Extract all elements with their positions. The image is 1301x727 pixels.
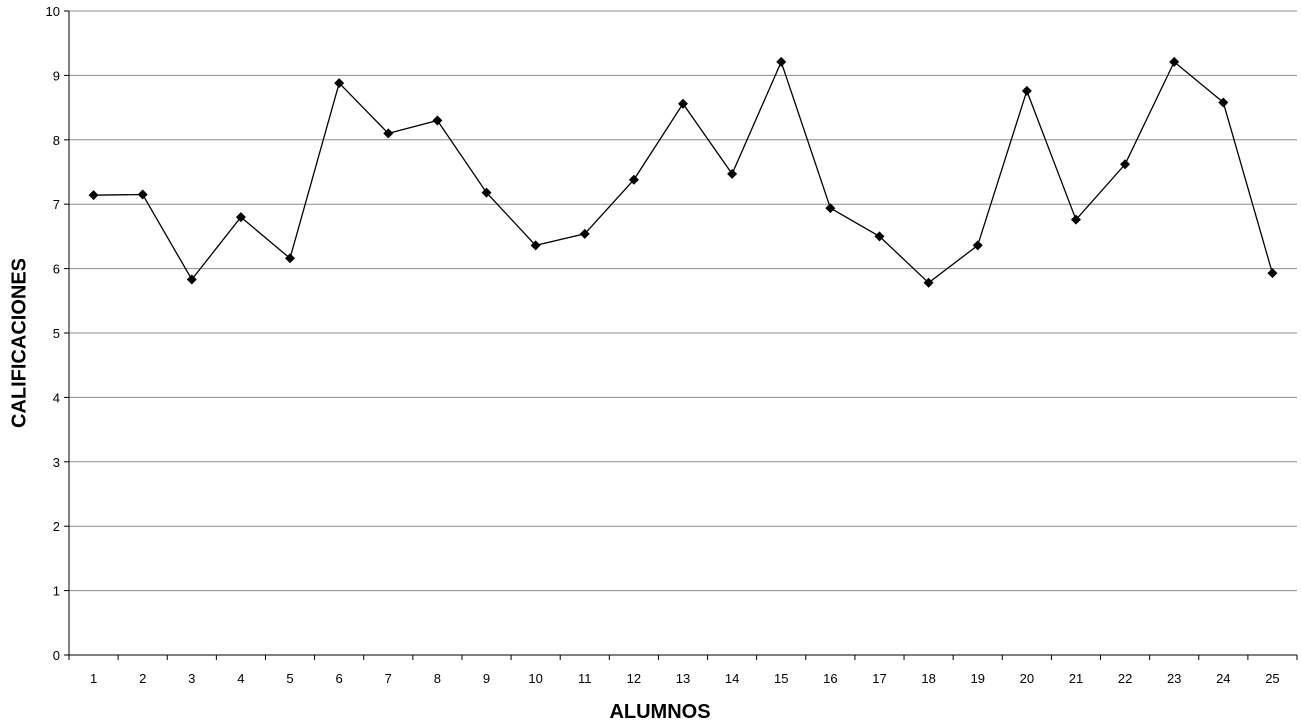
y-tick-label: 0 xyxy=(53,648,60,663)
data-point-marker xyxy=(1218,97,1229,108)
y-tick-label: 4 xyxy=(53,390,60,405)
x-tick-label: 16 xyxy=(823,671,837,686)
data-point-marker xyxy=(1169,56,1180,67)
y-tick-label: 10 xyxy=(46,4,60,19)
y-tick-label: 1 xyxy=(53,584,60,599)
data-point-marker xyxy=(88,190,99,201)
x-tick-label: 3 xyxy=(188,671,195,686)
x-tick-label: 7 xyxy=(385,671,392,686)
x-tick-label: 21 xyxy=(1069,671,1083,686)
data-point-marker xyxy=(235,212,246,223)
y-tick-label: 5 xyxy=(53,326,60,341)
data-point-marker xyxy=(137,189,148,200)
y-tick-label: 2 xyxy=(53,519,60,534)
data-point-marker xyxy=(776,56,787,67)
y-tick-label: 7 xyxy=(53,197,60,212)
x-tick-label: 14 xyxy=(725,671,739,686)
data-point-marker xyxy=(1070,214,1081,225)
y-tick-label: 6 xyxy=(53,262,60,277)
data-point-marker xyxy=(1267,268,1278,279)
y-axis-title: CALIFICACIONES xyxy=(8,258,30,428)
x-tick-label: 1 xyxy=(90,671,97,686)
gridlines xyxy=(69,10,1297,592)
x-tick-label: 18 xyxy=(921,671,935,686)
x-tick-label: 11 xyxy=(578,671,592,686)
series-line xyxy=(93,60,1274,284)
data-point-marker xyxy=(1120,159,1131,170)
x-tick-label: 19 xyxy=(970,671,984,686)
y-tick-label: 3 xyxy=(53,455,60,470)
x-tick-label: 20 xyxy=(1020,671,1034,686)
x-tick-label: 25 xyxy=(1265,671,1279,686)
x-tick-label: 2 xyxy=(139,671,146,686)
x-tick-label: 5 xyxy=(286,671,293,686)
data-point-marker xyxy=(530,240,541,251)
data-point-marker xyxy=(678,98,688,109)
y-tick-label: 8 xyxy=(53,133,60,148)
data-point-marker xyxy=(923,277,934,288)
data-point-marker xyxy=(334,78,345,89)
x-axis-title: ALUMNOS xyxy=(609,701,710,723)
y-axis-ticks: 0 1 2 3 4 5 6 7 8 9 10 xyxy=(46,4,69,663)
series-group xyxy=(88,56,1278,288)
data-point-marker xyxy=(432,115,443,126)
data-point-marker xyxy=(727,168,738,179)
x-tick-label: 22 xyxy=(1118,671,1132,686)
data-point-marker xyxy=(825,203,836,214)
data-point-marker xyxy=(481,187,492,198)
y-tick-label: 9 xyxy=(53,68,60,83)
data-point-marker xyxy=(579,228,590,239)
x-tick-label: 10 xyxy=(528,671,542,686)
data-point-marker xyxy=(186,274,197,285)
x-tick-label: 6 xyxy=(336,671,343,686)
data-point-marker xyxy=(1021,85,1032,96)
data-point-marker xyxy=(972,240,983,251)
data-point-marker xyxy=(874,231,885,242)
x-tick-label: 24 xyxy=(1216,671,1230,686)
x-tick-label: 9 xyxy=(483,671,490,686)
x-tick-label: 8 xyxy=(434,671,441,686)
data-point-marker xyxy=(383,128,394,139)
x-tick-label: 13 xyxy=(676,671,690,686)
x-axis-ticks: 1 2 3 4 5 6 7 8 9 10 11 12 13 14 15 16 17 18 19 20 21 22 23 24 2… xyxy=(68,655,1298,686)
x-tick-label: 17 xyxy=(872,671,886,686)
x-tick-label: 4 xyxy=(237,671,244,686)
data-point-marker xyxy=(285,253,296,264)
x-tick-label: 23 xyxy=(1167,671,1181,686)
x-tick-label: 12 xyxy=(627,671,641,686)
data-point-marker xyxy=(628,174,639,185)
x-tick-label: 15 xyxy=(774,671,788,686)
